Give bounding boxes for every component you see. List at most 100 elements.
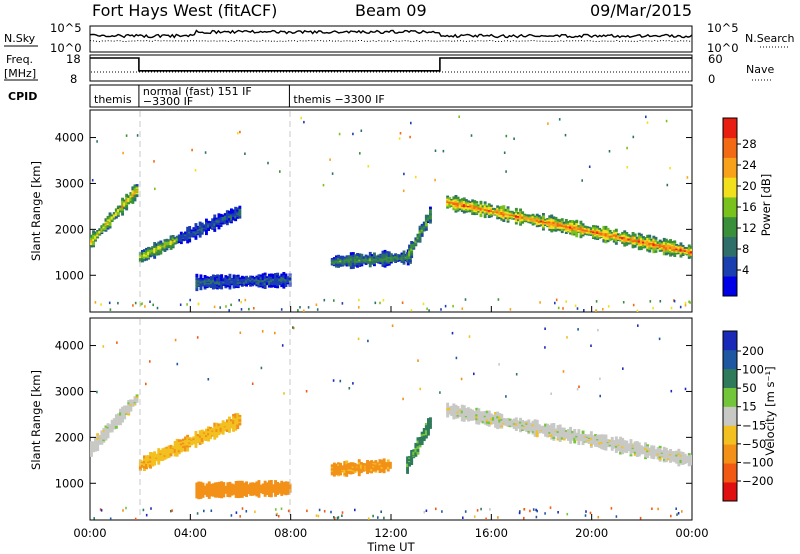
echo-cell (529, 427, 533, 430)
echo-cell (450, 199, 454, 201)
echo-cell (658, 243, 662, 246)
echo-cell (214, 490, 217, 494)
echo-cell (467, 409, 470, 412)
echo-cell (575, 234, 579, 238)
echo-cell (429, 422, 432, 425)
echo-cell (207, 483, 211, 486)
echo-cell (406, 456, 409, 461)
echo-cell (220, 487, 224, 492)
echo-cell (664, 249, 668, 253)
echo-cell (402, 250, 406, 253)
echo-cell (223, 428, 227, 431)
echo-cell (163, 450, 167, 453)
echo-cell (359, 466, 363, 469)
echo-cell (251, 485, 255, 488)
echo-cell (228, 277, 232, 280)
echo-cell (424, 228, 428, 231)
echo-cell (133, 396, 137, 398)
echo-cell (236, 424, 240, 427)
echo-cell (90, 447, 93, 451)
echo-cell (424, 436, 428, 439)
echo-cell (598, 440, 602, 443)
echo-speck (535, 508, 537, 512)
echo-cell (562, 223, 566, 225)
echo-cell (112, 423, 116, 426)
echo-cell (282, 482, 286, 485)
echo-cell (245, 281, 248, 283)
echo-cell (267, 484, 271, 487)
echo-cell (100, 438, 104, 441)
echo-cell (110, 216, 114, 218)
echo-cell (467, 413, 470, 416)
echo-cell (347, 255, 351, 258)
echo-cell (471, 207, 475, 210)
echo-cell (662, 248, 666, 252)
echo-cell (153, 255, 157, 259)
echo-cell (380, 461, 384, 464)
echo-cell (171, 236, 175, 239)
echo-cell (427, 418, 430, 422)
echo-cell (418, 229, 422, 232)
echo-cell (508, 213, 512, 216)
echo-cell (531, 215, 535, 218)
echo-cell (448, 409, 452, 412)
echo-cell (121, 417, 124, 421)
echo-cell (251, 482, 255, 485)
echo-cell (236, 413, 240, 416)
echo-cell (418, 227, 422, 230)
echo-cell (104, 225, 108, 228)
echo-cell (514, 427, 518, 431)
echo-cell (546, 221, 550, 224)
echo-cell (589, 228, 593, 231)
echo-cell (197, 488, 201, 491)
echo-cell (213, 429, 217, 434)
echo-cell (151, 454, 155, 458)
echo-cell (228, 220, 231, 223)
echo-cell (552, 436, 556, 439)
echo-cell (506, 218, 510, 221)
echo-cell (517, 212, 520, 215)
echo-cell (552, 424, 556, 428)
echo-cell (228, 481, 232, 485)
echo-cell (238, 215, 242, 219)
echo-cell (347, 264, 351, 267)
echo-cell (240, 282, 244, 285)
echo-cell (600, 233, 604, 235)
echo-cell (218, 278, 221, 281)
echo-cell (446, 201, 450, 203)
echo-cell (209, 223, 212, 226)
echo-cell (108, 424, 112, 426)
echo-cell (594, 228, 597, 231)
echo-cell (448, 199, 452, 202)
echo-cell (535, 221, 539, 224)
echo-speck (179, 303, 182, 306)
echo-cell (494, 214, 497, 216)
echo-cell (467, 415, 470, 418)
echo-cell (483, 416, 487, 419)
echo-speck (670, 514, 672, 518)
echo-cell (473, 211, 477, 216)
echo-cell (224, 490, 228, 493)
colorbar-tick-label: 20 (742, 179, 757, 193)
echo-cell (577, 438, 581, 442)
echo-cell (282, 272, 286, 276)
echo-cell (606, 440, 610, 443)
echo-cell (508, 418, 512, 421)
colorbar-swatch (723, 425, 737, 445)
echo-cell (245, 481, 248, 485)
echo-speck (94, 301, 97, 304)
echo-cell (207, 488, 211, 492)
echo-cell (546, 224, 550, 226)
echo-cell (556, 226, 560, 229)
echo-cell (506, 419, 510, 421)
echo-cell (133, 400, 137, 403)
echo-cell (251, 491, 255, 493)
echo-cell (269, 484, 273, 487)
echo-cell (500, 424, 504, 427)
echo-cell (196, 229, 200, 232)
echo-cell (98, 441, 102, 443)
echo-cell (633, 241, 637, 245)
echo-cell (169, 240, 173, 243)
echo-cell (681, 461, 685, 464)
echo-cell (194, 444, 198, 448)
